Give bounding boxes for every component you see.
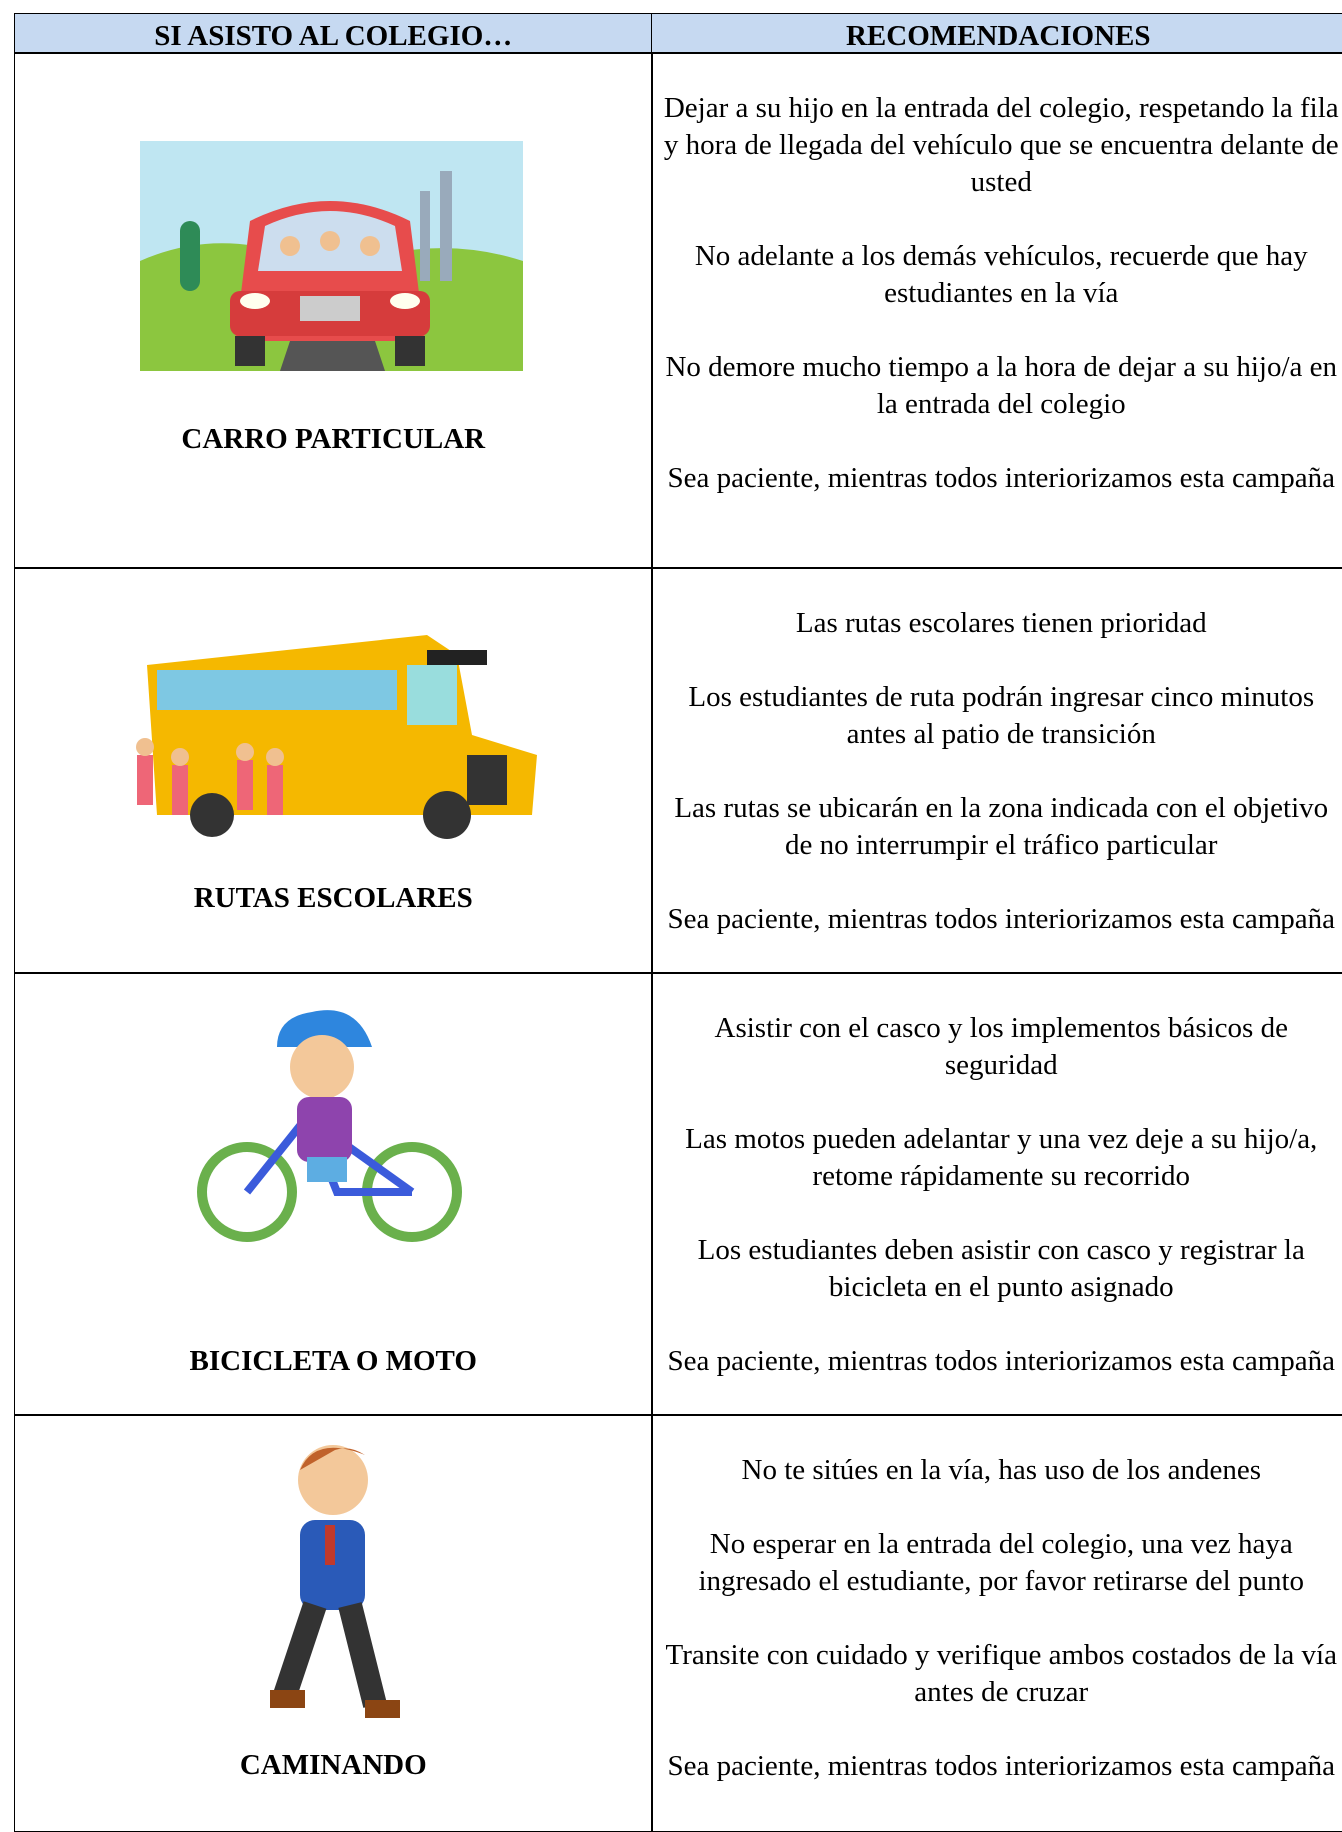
recommendation: Sea paciente, mientras todos interioriza… [667, 1345, 1336, 1377]
header-cell: SI ASISTO AL COLEGIO… [14, 13, 653, 54]
transport-label: CAMINANDO [239, 1749, 427, 1781]
recommendation-cell: No te sitúes en la vía, has uso de los a… [651, 1414, 1342, 1832]
recommendation-list: Dejar a su hijo en la entrada del colegi… [662, 90, 1341, 534]
label-cell: BICICLETA O MOTO [14, 972, 653, 1416]
recommendation: Las rutas escolares tienen prioridad [795, 607, 1207, 639]
recommendation: No adelante a los demás vehículos, recue… [694, 240, 1308, 309]
label-cell: CARRO PARTICULAR [14, 52, 653, 569]
recommendation: Asistir con el casco y los implementos b… [714, 1012, 1288, 1081]
recommendation: Dejar a su hijo en la entrada del colegi… [663, 92, 1339, 198]
recommendation-cell: Dejar a su hijo en la entrada del colegi… [651, 52, 1342, 569]
recommendation: Sea paciente, mientras todos interioriza… [667, 903, 1336, 935]
recommendation-list: No te sitúes en la vía, has uso de los a… [662, 1452, 1341, 1822]
recommendation-cell: Las rutas escolares tienen prioridad Los … [651, 567, 1342, 974]
transport-label: CARRO PARTICULAR [181, 423, 486, 455]
header-cell: RECOMENDACIONES [651, 13, 1342, 54]
label-cell: RUTAS ESCOLARES [14, 567, 653, 974]
recommendation: No te sitúes en la vía, has uso de los a… [741, 1454, 1261, 1486]
recommendation: Transite con cuidado y verifique ambos c… [665, 1639, 1337, 1708]
recommendation-list: Las rutas escolares tienen prioridad Los … [662, 605, 1341, 975]
transport-label: RUTAS ESCOLARES [193, 882, 473, 914]
recommendation: Los estudiantes deben asistir con casco … [697, 1234, 1305, 1303]
recommendation-list: Asistir con el casco y los implementos b… [662, 1010, 1341, 1417]
car-illustration [140, 141, 523, 371]
label-cell: CAMINANDO [14, 1414, 653, 1832]
transport-label: BICICLETA O MOTO [189, 1345, 477, 1377]
walking-illustration [270, 1445, 400, 1718]
recommendation: Los estudiantes de ruta podrán ingresar … [688, 681, 1315, 750]
recommendation: Las rutas se ubicarán en la zona indicad… [674, 792, 1329, 861]
bike-illustration [197, 1010, 462, 1242]
recommendation-cell: Asistir con el casco y los implementos b… [651, 972, 1342, 1416]
recommendation: Sea paciente, mientras todos interioriza… [667, 462, 1336, 494]
recommendation: Las motos pueden adelantar y una vez dej… [685, 1123, 1318, 1192]
recommendation: No demore mucho tiempo a la hora de deja… [665, 351, 1338, 420]
bus-illustration [136, 635, 537, 839]
recommendation: No esperar en la entrada del colegio, un… [698, 1528, 1305, 1597]
recommendation: Sea paciente, mientras todos interioriza… [667, 1750, 1336, 1782]
